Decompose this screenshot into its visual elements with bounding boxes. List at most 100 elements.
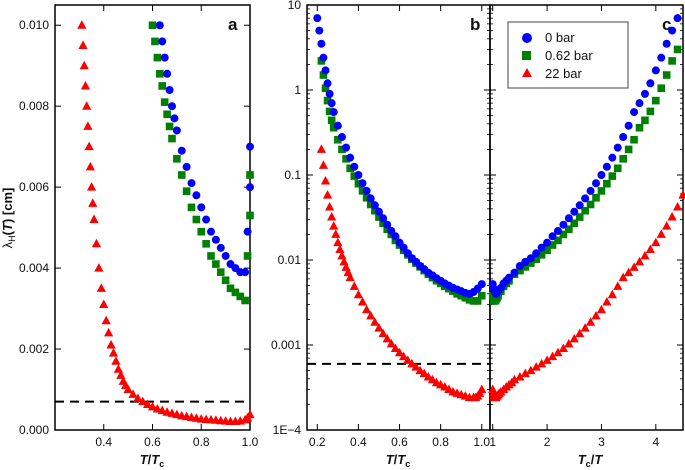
point-0-bar	[202, 215, 211, 224]
point-0-bar	[564, 214, 573, 223]
point-062-bar	[652, 96, 660, 105]
point-062-bar	[581, 206, 589, 215]
point-22-bar	[407, 358, 417, 368]
point-0-bar	[168, 102, 176, 111]
point-062-bar	[586, 200, 595, 209]
panel-c-x-title: Tc/T	[578, 452, 604, 469]
point-22-bar	[553, 347, 563, 357]
point-0-bar	[155, 21, 164, 30]
point-22-bar	[108, 348, 119, 357]
point-062-bar	[165, 122, 174, 131]
point-22-bar	[477, 384, 487, 393]
panel-b-x-title: T/Tc	[386, 452, 411, 469]
point-22-bar	[99, 299, 109, 309]
point-22-bar	[678, 190, 685, 199]
point-0-bar	[532, 249, 541, 258]
legend-label-062-bar: 0.62 bar	[545, 48, 593, 63]
panel-b-data	[307, 14, 490, 402]
point-22-bar	[101, 315, 111, 325]
point-062-bar	[177, 171, 186, 179]
point-22-bar	[419, 368, 429, 378]
panel-c: c 1 2 3 4 Tc/T	[488, 4, 685, 469]
point-0-bar	[379, 214, 388, 223]
point-062-bar	[202, 240, 210, 248]
point-22-bar	[370, 317, 380, 326]
point-0-bar	[160, 53, 169, 62]
point-0-bar	[207, 227, 215, 236]
point-062-bar	[327, 116, 336, 125]
point-0-bar	[329, 108, 338, 117]
y-tick-label: 0.008	[19, 99, 49, 113]
point-0-bar	[668, 26, 677, 35]
point-062-bar	[603, 179, 611, 188]
point-062-bar	[575, 213, 584, 221]
point-22-bar	[143, 399, 153, 408]
panel-c-frame	[489, 4, 684, 431]
point-062-bar	[323, 96, 332, 105]
point-22-bar	[79, 60, 89, 70]
point-062-bar	[624, 145, 633, 154]
point-062-bar	[668, 57, 676, 65]
point-0-bar	[192, 191, 201, 200]
point-22-bar	[77, 20, 87, 29]
point-22-bar	[607, 289, 617, 299]
point-062-bar	[570, 219, 579, 228]
point-22-bar	[86, 182, 97, 191]
point-0-bar	[613, 143, 622, 152]
point-0-bar	[543, 238, 552, 247]
point-22-bar	[537, 358, 547, 368]
series-0-bar	[155, 21, 254, 277]
panel-c-data	[488, 14, 685, 402]
point-0-bar	[216, 243, 225, 252]
panel-a-letter: a	[228, 15, 238, 34]
point-0-bar	[586, 186, 595, 195]
point-22-bar	[138, 396, 148, 406]
point-062-bar	[243, 252, 252, 260]
point-0-bar	[221, 251, 230, 260]
x-tick-label: 1.0	[473, 435, 490, 449]
point-0-bar	[366, 194, 375, 203]
point-22-bar	[91, 238, 102, 248]
point-0-bar	[319, 53, 328, 62]
point-062-bar	[319, 71, 328, 79]
point-22-bar	[520, 368, 530, 378]
point-22-bar	[602, 297, 612, 306]
point-062-bar	[354, 179, 363, 188]
point-0-bar	[383, 220, 392, 229]
point-0-bar	[182, 162, 191, 171]
point-0-bar	[374, 207, 383, 216]
point-062-bar	[156, 70, 164, 78]
y-tick-label: 1E−4	[273, 423, 302, 437]
y-tick-label: 10	[288, 0, 302, 12]
point-062-bar	[148, 21, 157, 30]
panel-b: b 0.2 0.4 0.6 0.8 1.0 1E−4 0.001 0.01 0.1 1 10 T/T…	[271, 0, 491, 469]
point-0-bar	[163, 69, 172, 78]
point-062-bar	[375, 213, 383, 221]
panel-a-ticks: 0.4 0.6 0.8 1.0 0.000 0.002 0.004 0.006 0.008 0.0…	[19, 5, 259, 449]
point-062-bar	[635, 123, 644, 132]
point-062-bar	[619, 155, 627, 163]
point-22-bar	[547, 351, 558, 361]
point-062-bar	[226, 284, 235, 293]
point-0-bar	[553, 226, 562, 235]
point-062-bar	[662, 71, 671, 79]
point-0-bar	[170, 114, 179, 123]
point-22-bar	[128, 389, 138, 398]
y-tick-label: 0.01	[278, 253, 302, 267]
point-0-bar	[581, 194, 590, 203]
series-22-bar	[316, 144, 487, 402]
point-22-bar	[667, 212, 677, 221]
point-062-bar	[350, 172, 359, 180]
point-22-bar	[333, 237, 343, 247]
point-22-bar	[94, 263, 104, 272]
point-22-bar	[390, 343, 401, 352]
point-0-bar	[354, 171, 363, 179]
point-062-bar	[197, 227, 206, 236]
legend: 0 bar 0.62 bar 22 bar	[507, 21, 629, 89]
point-22-bar	[526, 365, 536, 375]
point-22-bar	[331, 229, 341, 238]
point-22-bar	[147, 401, 158, 411]
point-22-bar	[656, 229, 666, 238]
legend-label-0-bar: 0 bar	[545, 30, 575, 45]
legend-label-22-bar: 22 bar	[545, 66, 583, 81]
